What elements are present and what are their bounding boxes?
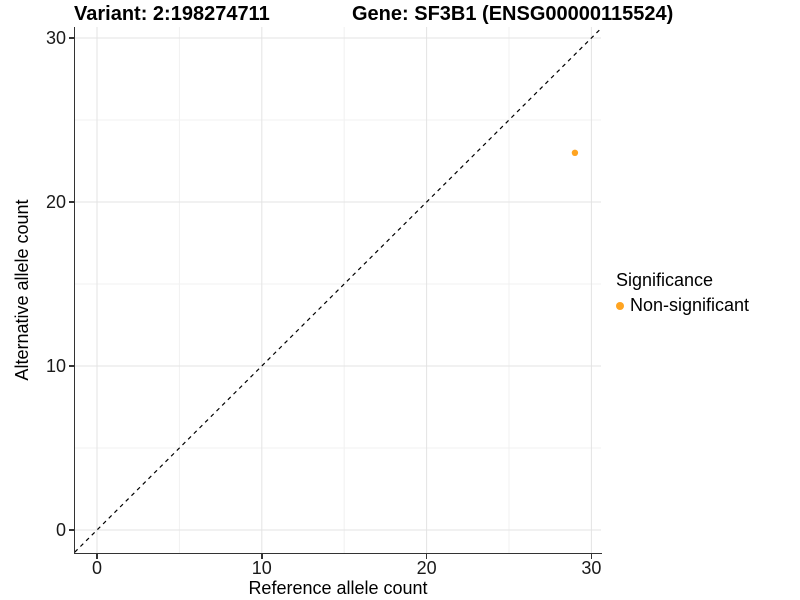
x-tick-mark (590, 554, 593, 559)
y-axis-line (73, 27, 75, 554)
identity-reference-line (74, 26, 603, 553)
y-tick-mark (68, 529, 74, 531)
y-tick-label: 20 (45, 192, 66, 212)
x-axis-line (73, 552, 602, 554)
legend-point-icon (616, 301, 624, 310)
x-axis-title: Reference allele count (248, 578, 428, 598)
gene-title: Gene: SF3B1 (ENSG00000115524) (352, 3, 674, 25)
plot-panel (74, 26, 603, 553)
legend-item-label: Non-significant (630, 295, 750, 315)
legend-item: Non-significant (616, 294, 749, 317)
data-point (571, 149, 579, 156)
y-tick-mark (68, 365, 74, 367)
plot-area (74, 26, 603, 553)
y-tick-mark (68, 201, 74, 203)
y-tick-label: 0 (55, 520, 66, 540)
variant-title: Variant: 2:198274711 (74, 3, 270, 25)
x-tick-mark (261, 554, 263, 559)
x-tick-label: 0 (91, 558, 102, 578)
legend: Significance Non-significant (616, 269, 749, 317)
y-tick-label: 30 (45, 28, 66, 48)
legend-title: Significance (616, 270, 714, 290)
x-tick-label: 30 (581, 558, 602, 578)
y-axis-title: Alternative allele count (12, 199, 32, 381)
x-tick-label: 20 (416, 558, 437, 578)
y-tick-label: 10 (45, 356, 66, 376)
x-tick-label: 10 (251, 558, 272, 578)
y-tick-mark (68, 37, 74, 39)
x-tick-mark (96, 554, 98, 559)
x-tick-mark (425, 554, 428, 559)
